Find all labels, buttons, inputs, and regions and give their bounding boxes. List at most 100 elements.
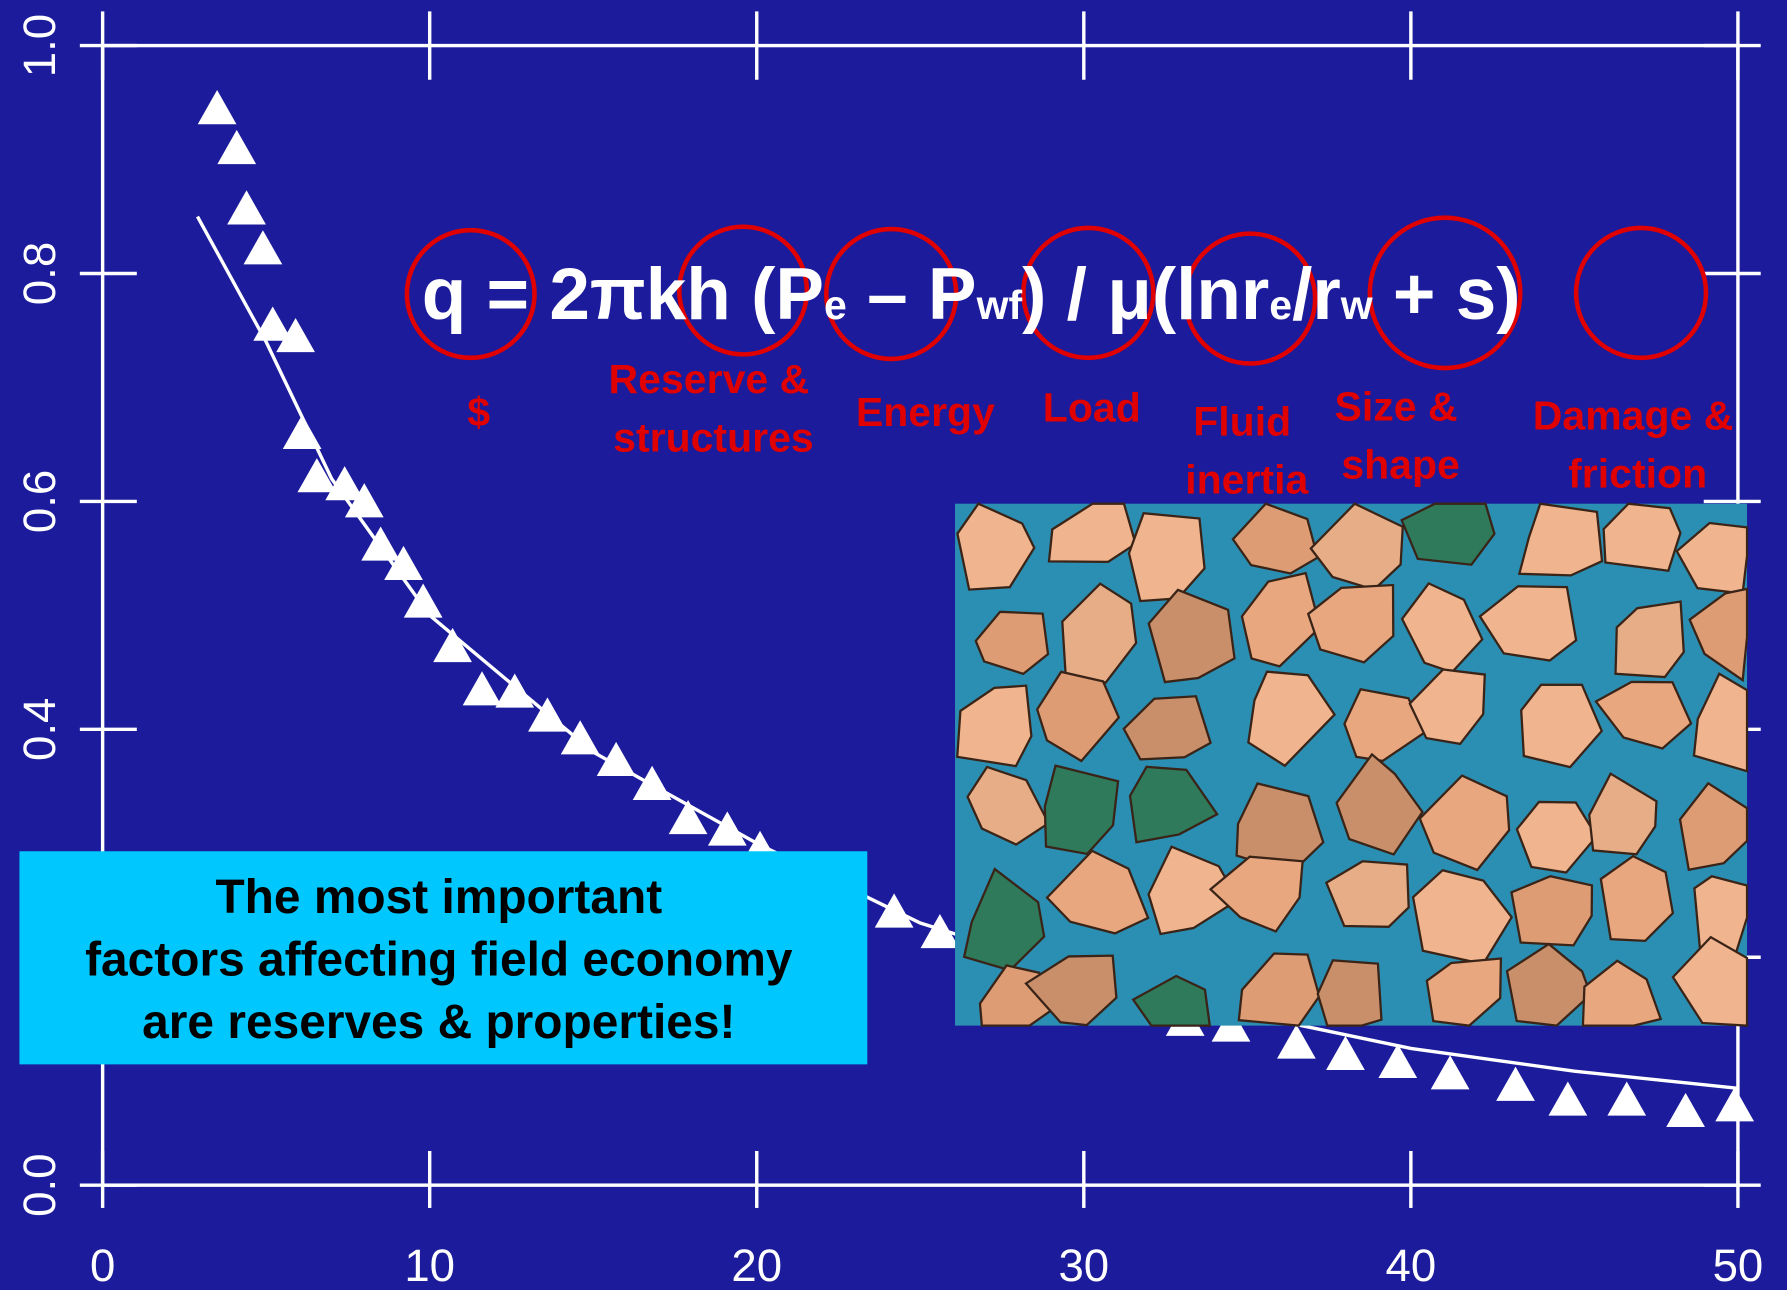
grain bbox=[1588, 772, 1658, 856]
triangle-point bbox=[253, 306, 293, 341]
callout-line: The most important bbox=[215, 871, 662, 924]
triangle-point bbox=[297, 458, 337, 493]
factor-label: $ bbox=[467, 389, 490, 435]
callout-text: The most important factors affecting fiel… bbox=[85, 871, 793, 1049]
factor-label: inertia bbox=[1185, 456, 1309, 502]
grain bbox=[1678, 781, 1749, 872]
grain bbox=[1231, 502, 1320, 575]
grain bbox=[1208, 855, 1304, 933]
triangle-point bbox=[1666, 1092, 1705, 1128]
factor-label: Fluid bbox=[1193, 398, 1291, 444]
triangle-point bbox=[1277, 1024, 1316, 1059]
triangle-point bbox=[197, 90, 237, 125]
grain bbox=[1043, 764, 1120, 856]
highlight-circles bbox=[404, 215, 1709, 371]
triangle-point bbox=[384, 545, 423, 581]
triangle-point bbox=[227, 190, 266, 225]
factor-label: shape bbox=[1341, 442, 1460, 488]
equation-part: + s) bbox=[1373, 254, 1521, 335]
triangle-point bbox=[668, 799, 708, 835]
callout-box bbox=[19, 851, 868, 1065]
grain bbox=[1237, 952, 1321, 1027]
grain bbox=[1147, 845, 1240, 936]
grain bbox=[1035, 670, 1121, 763]
x-tick-label: 50 bbox=[1713, 1240, 1764, 1290]
grain bbox=[1520, 683, 1604, 769]
y-tick-label: 0.6 bbox=[14, 470, 65, 533]
grain bbox=[1425, 957, 1503, 1027]
grain bbox=[1418, 774, 1511, 872]
factor-label: Size & bbox=[1335, 384, 1458, 430]
factor-label: friction bbox=[1568, 451, 1707, 497]
factor-label: Load bbox=[1043, 385, 1141, 431]
grain bbox=[1335, 752, 1424, 856]
equation-subscript: w bbox=[1340, 282, 1373, 328]
grain bbox=[1247, 670, 1337, 768]
grain bbox=[1510, 875, 1594, 947]
x-tick-label: 30 bbox=[1058, 1240, 1109, 1290]
factor-label: Reserve & bbox=[609, 356, 810, 402]
triangle-point bbox=[1326, 1035, 1365, 1071]
factor-label: Energy bbox=[856, 389, 995, 435]
x-tick-label: 20 bbox=[731, 1240, 782, 1290]
triangle-point bbox=[217, 129, 257, 165]
grain bbox=[1047, 502, 1137, 563]
grain bbox=[1478, 585, 1578, 662]
triangle-point bbox=[433, 627, 472, 663]
triangle-point bbox=[1430, 1055, 1470, 1090]
equation-subscript: e bbox=[824, 282, 847, 328]
grain bbox=[1599, 854, 1675, 943]
equation-part: – P bbox=[847, 254, 977, 335]
grain bbox=[956, 684, 1033, 768]
grain bbox=[1131, 974, 1212, 1027]
triangle-point bbox=[1715, 1087, 1755, 1122]
y-tick-label: 1.0 bbox=[14, 14, 65, 77]
y-tick-label: 0.0 bbox=[14, 1153, 65, 1216]
grain bbox=[1024, 954, 1118, 1027]
grain bbox=[1045, 849, 1150, 935]
triangle-point bbox=[1548, 1081, 1588, 1116]
triangle-point bbox=[462, 671, 502, 706]
grain bbox=[1614, 600, 1685, 679]
x-tick-label: 0 bbox=[90, 1240, 115, 1290]
grain bbox=[1594, 680, 1693, 750]
triangle-point bbox=[495, 673, 535, 708]
grain bbox=[1400, 502, 1496, 566]
callout-line: factors affecting field economy bbox=[85, 933, 793, 986]
grain bbox=[1306, 583, 1395, 664]
factor-label: Damage & bbox=[1533, 393, 1734, 439]
equation-part: ) / μ(lnr bbox=[1022, 254, 1269, 335]
y-tick-label: 0.8 bbox=[14, 242, 65, 305]
y-tick-label: 0.4 bbox=[14, 698, 65, 761]
triangle-point bbox=[560, 720, 600, 755]
triangle-point bbox=[276, 317, 315, 353]
grain bbox=[1343, 688, 1426, 763]
grain bbox=[1602, 502, 1682, 572]
grain bbox=[1122, 695, 1212, 761]
grain bbox=[1147, 588, 1236, 684]
grain bbox=[1505, 942, 1592, 1027]
triangle-point bbox=[361, 526, 401, 561]
triangle-point bbox=[596, 741, 636, 777]
factor-label: structures bbox=[613, 414, 814, 460]
grain bbox=[1240, 571, 1322, 668]
grain bbox=[1324, 860, 1410, 928]
equation-subscript: wf bbox=[976, 282, 1023, 328]
micrograph-image bbox=[955, 502, 1749, 1027]
triangle-point bbox=[1607, 1081, 1647, 1116]
grain bbox=[956, 502, 1036, 591]
triangle-point bbox=[1496, 1066, 1535, 1101]
factor-labels: $ Reserve & structures Energy Load Fluid inert… bbox=[467, 356, 1733, 502]
grain bbox=[1692, 672, 1749, 773]
equation-part: /r bbox=[1292, 254, 1341, 335]
triangle-point bbox=[243, 230, 283, 265]
equation-part: q = 2πkh (P bbox=[422, 254, 824, 335]
grain bbox=[1128, 765, 1219, 844]
triangle-point bbox=[920, 913, 960, 949]
x-tick-label: 40 bbox=[1386, 1240, 1437, 1290]
grain bbox=[1316, 959, 1383, 1027]
x-tick-label: 10 bbox=[404, 1240, 455, 1290]
